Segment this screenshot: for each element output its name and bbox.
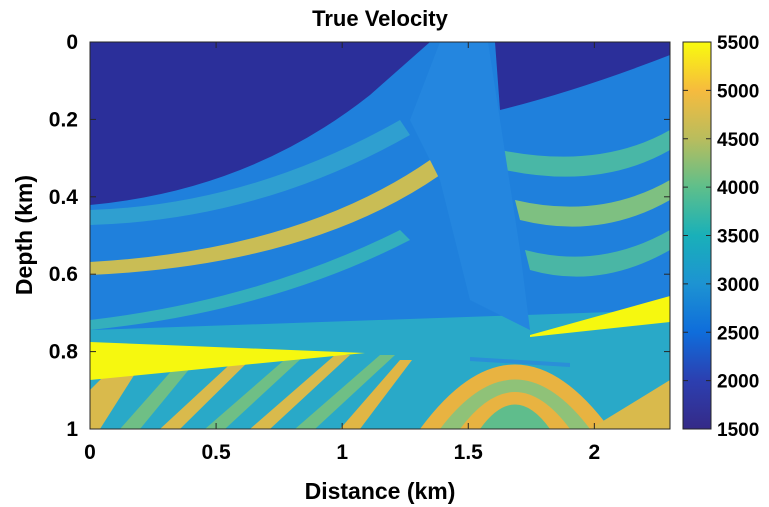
plot-frame xyxy=(89,41,671,430)
y-axis-label: Depth (km) xyxy=(11,175,37,295)
colorbar-tick-label: 4000 xyxy=(717,178,759,199)
mid-layer xyxy=(90,120,410,225)
deep-stripe xyxy=(295,355,395,429)
colorbar-tick-label: 2500 xyxy=(717,323,759,344)
y-axis: 0 0.2 0.4 0.6 0.8 1 xyxy=(49,31,670,441)
colorbar-tick-label: 3500 xyxy=(717,227,759,248)
colorbar-tick-label: 4500 xyxy=(717,130,759,151)
y-tick-label: 0.2 xyxy=(49,108,78,131)
y-tick-label: 0.4 xyxy=(49,186,79,209)
colorbar-ticks: 1500 2000 2500 3000 3500 4000 4500 5000 5500 xyxy=(683,33,759,441)
colorbar-tick-label: 5000 xyxy=(717,81,759,102)
x-axis-label: Distance (km) xyxy=(305,478,456,504)
deep-stripe xyxy=(340,360,412,429)
salt-dome xyxy=(410,42,530,330)
mid-layer xyxy=(90,160,440,275)
x-tick-label: 0.5 xyxy=(201,441,231,464)
deep-stripe xyxy=(160,355,255,429)
right-mid-layer xyxy=(515,180,670,227)
chart-title: True Velocity xyxy=(312,6,448,31)
deep-stripe xyxy=(205,355,305,429)
x-tick-label: 1 xyxy=(336,441,348,464)
right-mid-layer xyxy=(500,130,670,177)
x-tick-label: 2 xyxy=(589,441,601,464)
y-tick-label: 0.6 xyxy=(49,263,78,286)
y-tick-label: 0 xyxy=(66,31,78,54)
colorbar-tick-label: 2000 xyxy=(717,372,759,393)
colorbar-tick-label: 3000 xyxy=(717,275,759,296)
x-tick-label: 0 xyxy=(84,441,96,464)
y-tick-label: 0.8 xyxy=(49,341,79,364)
right-mid-layer xyxy=(525,230,670,277)
deep-stripe xyxy=(250,355,350,429)
high-velocity-wedge-right xyxy=(530,296,670,337)
velocity-model-image xyxy=(90,42,670,429)
thin-high-velocity-streak xyxy=(470,357,570,367)
y-tick-label: 1 xyxy=(66,418,78,441)
x-tick-label: 1.5 xyxy=(454,441,484,464)
anticline-layer xyxy=(480,404,550,429)
mid-layer xyxy=(90,230,410,330)
high-velocity-wedge-left xyxy=(90,342,365,380)
shallow-low-velocity-layer xyxy=(495,42,670,110)
right-deep-layer xyxy=(590,380,670,429)
colorbar-tick-label: 5500 xyxy=(717,33,759,54)
colorbar-tick-label: 1500 xyxy=(717,420,759,441)
shallow-low-velocity-layer xyxy=(90,42,430,205)
x-axis: 0 0.5 1 1.5 2 xyxy=(84,42,600,464)
